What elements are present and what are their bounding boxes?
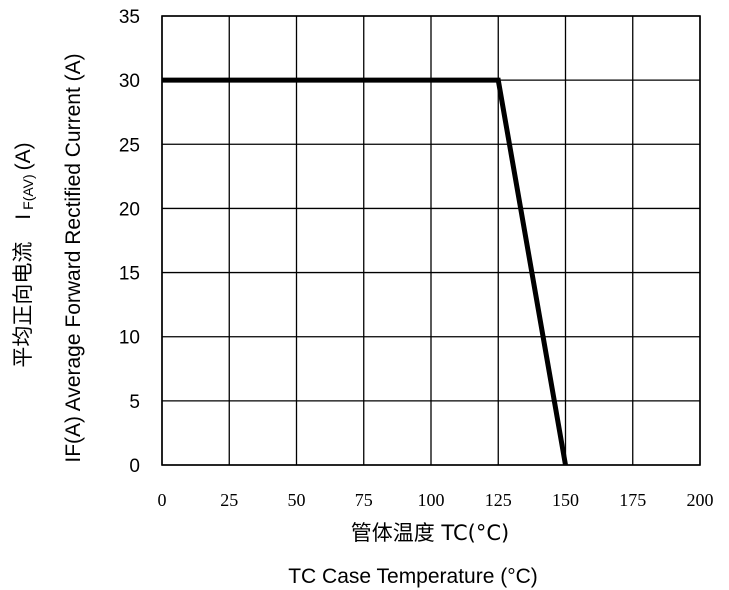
y-tick-label: 10 [119,328,140,349]
y-axis-label-cn-group: 平均正向电流 I F(AV) (A) [11,142,37,367]
y-tick-label: 0 [129,456,140,477]
x-tick-labels: 0 25 50 75 100 125 150 175 200 [158,490,714,510]
x-tick-label: 75 [355,490,373,510]
x-tick-label: 100 [418,490,445,510]
x-tick-label: 25 [220,490,238,510]
x-tick-label: 50 [288,490,306,510]
svg-text:平均正向电流 I F(AV): 平均正向电流 I F(AV) (A) [11,142,37,367]
y-tick-label: 25 [119,135,140,156]
y-axis-label-cn: 平均正向电流 [11,242,35,368]
y-axis-label-subscript: F(AV) [20,174,36,210]
y-axis-label-unit: (A) [12,142,35,170]
grid [161,15,701,466]
plot-frame [161,15,701,466]
y-tick-label: 35 [119,7,140,28]
series-line [162,77,568,466]
x-axis-label-cn: 管体温度 TC(°C) [351,521,509,545]
x-tick-label: 0 [158,490,167,510]
y-tick-label: 20 [119,199,140,220]
y-tick-label: 15 [119,264,140,285]
x-tick-label: 125 [485,490,512,510]
y-tick-label: 5 [129,392,140,413]
y-axis-label-symbol: I [12,214,35,220]
x-tick-label: 150 [552,490,579,510]
y-tick-label: 30 [119,71,140,92]
x-tick-label: 175 [619,490,646,510]
x-tick-label: 200 [687,490,714,510]
y-tick-labels: 0 5 10 15 20 25 30 35 [119,7,140,477]
x-axis-label-en: TC Case Temperature (°C) [288,565,538,588]
y-axis-label-en: IF(A) Average Forward Rectified Current … [62,53,85,462]
